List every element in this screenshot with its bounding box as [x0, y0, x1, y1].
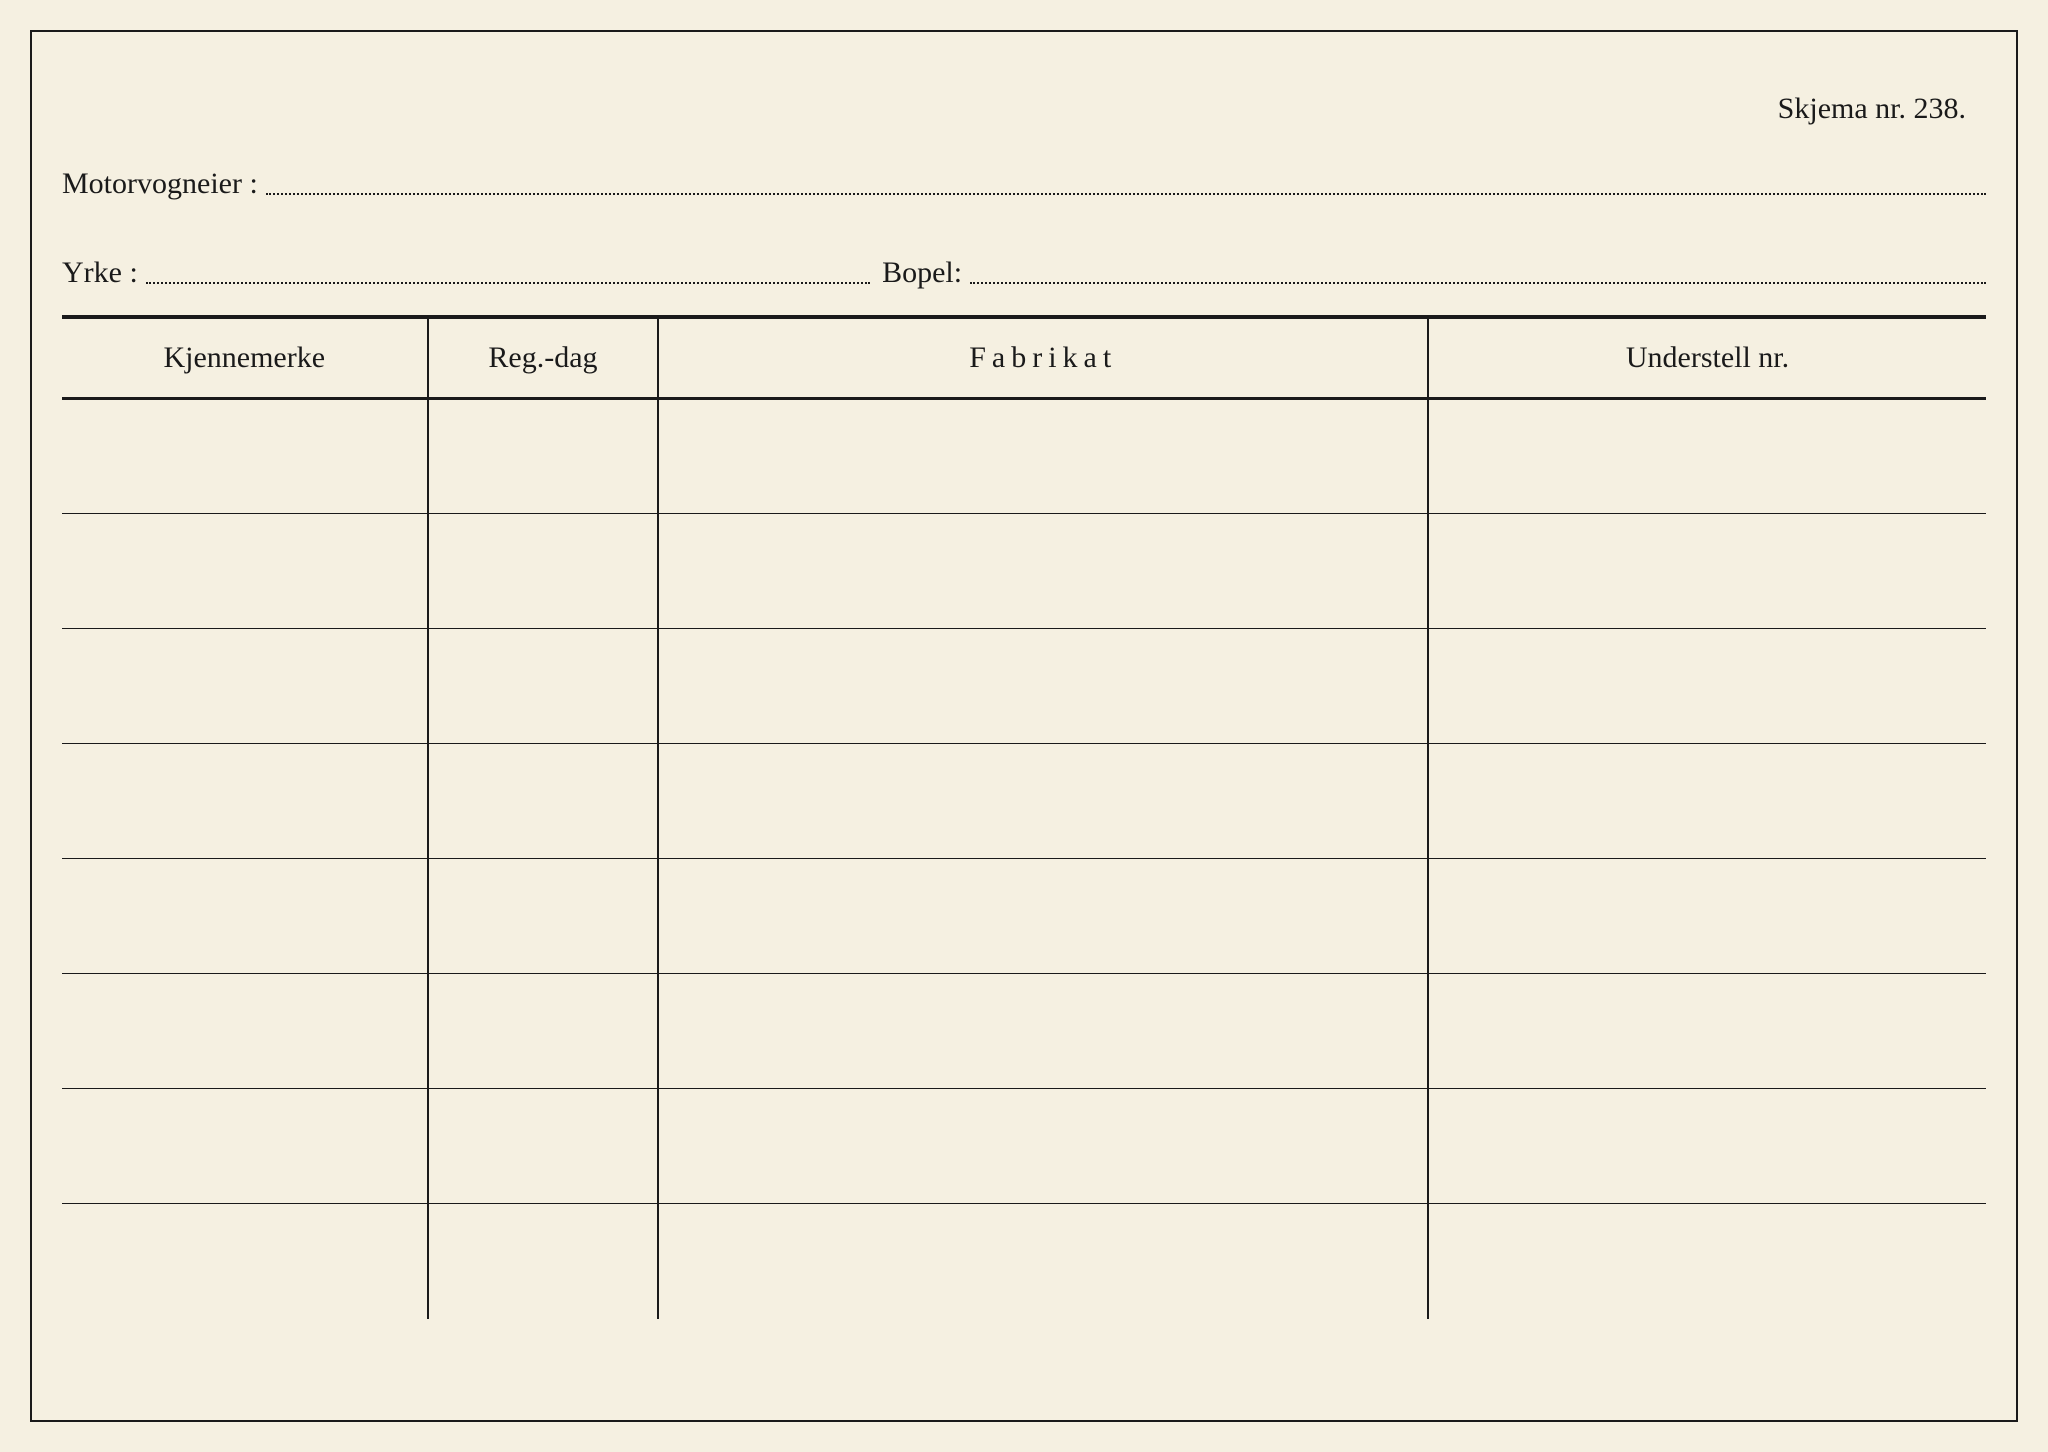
table-row: [62, 974, 1986, 1089]
cell-understell[interactable]: [1428, 859, 1986, 974]
cell-understell[interactable]: [1428, 744, 1986, 859]
residence-input-line[interactable]: [970, 282, 1986, 284]
cell-kjennemerke[interactable]: [62, 1204, 428, 1319]
cell-fabrikat[interactable]: [658, 744, 1428, 859]
residence-label: Bopel:: [870, 256, 970, 290]
table-row: [62, 399, 1986, 514]
cell-understell[interactable]: [1428, 629, 1986, 744]
form-number: Skjema nr. 238.: [1778, 92, 1966, 126]
col-header-fabrikat: Fabrikat: [658, 317, 1428, 399]
table-row: [62, 629, 1986, 744]
cell-kjennemerke[interactable]: [62, 744, 428, 859]
table-row: [62, 1089, 1986, 1204]
cell-fabrikat[interactable]: [658, 974, 1428, 1089]
cell-understell[interactable]: [1428, 1204, 1986, 1319]
cell-kjennemerke[interactable]: [62, 514, 428, 629]
cell-kjennemerke[interactable]: [62, 859, 428, 974]
cell-understell[interactable]: [1428, 399, 1986, 514]
occupation-input-line[interactable]: [146, 282, 870, 284]
occupation-residence-row: Yrke : Bopel:: [62, 256, 1986, 290]
cell-regdag[interactable]: [428, 1204, 659, 1319]
cell-regdag[interactable]: [428, 744, 659, 859]
owner-input-line[interactable]: [266, 193, 1986, 195]
cell-regdag[interactable]: [428, 629, 659, 744]
table-body: [62, 399, 1986, 1319]
cell-fabrikat[interactable]: [658, 514, 1428, 629]
occupation-label: Yrke :: [62, 256, 146, 290]
cell-regdag[interactable]: [428, 1089, 659, 1204]
table-header-row: Kjennemerke Reg.-dag Fabrikat Understell…: [62, 317, 1986, 399]
owner-row: Motorvogneier :: [62, 167, 1986, 201]
cell-regdag[interactable]: [428, 514, 659, 629]
cell-kjennemerke[interactable]: [62, 399, 428, 514]
table-row: [62, 514, 1986, 629]
cell-understell[interactable]: [1428, 514, 1986, 629]
cell-kjennemerke[interactable]: [62, 1089, 428, 1204]
cell-kjennemerke[interactable]: [62, 629, 428, 744]
cell-regdag[interactable]: [428, 974, 659, 1089]
table-row: [62, 1204, 1986, 1319]
table-row: [62, 744, 1986, 859]
cell-fabrikat[interactable]: [658, 399, 1428, 514]
vehicle-table: Kjennemerke Reg.-dag Fabrikat Understell…: [62, 315, 1986, 1319]
table-row: [62, 859, 1986, 974]
cell-fabrikat[interactable]: [658, 859, 1428, 974]
registration-card: Skjema nr. 238. Motorvogneier : Yrke : B…: [30, 30, 2018, 1422]
cell-fabrikat[interactable]: [658, 1204, 1428, 1319]
cell-understell[interactable]: [1428, 1089, 1986, 1204]
cell-fabrikat[interactable]: [658, 1089, 1428, 1204]
cell-understell[interactable]: [1428, 974, 1986, 1089]
residence-group: Bopel:: [870, 256, 1986, 290]
col-header-understell: Understell nr.: [1428, 317, 1986, 399]
cell-regdag[interactable]: [428, 859, 659, 974]
vehicle-table-container: Kjennemerke Reg.-dag Fabrikat Understell…: [62, 315, 1986, 1319]
col-header-regdag: Reg.-dag: [428, 317, 659, 399]
col-header-kjennemerke: Kjennemerke: [62, 317, 428, 399]
cell-kjennemerke[interactable]: [62, 974, 428, 1089]
owner-label: Motorvogneier :: [62, 167, 266, 201]
cell-fabrikat[interactable]: [658, 629, 1428, 744]
cell-regdag[interactable]: [428, 399, 659, 514]
occupation-group: Yrke :: [62, 256, 870, 290]
